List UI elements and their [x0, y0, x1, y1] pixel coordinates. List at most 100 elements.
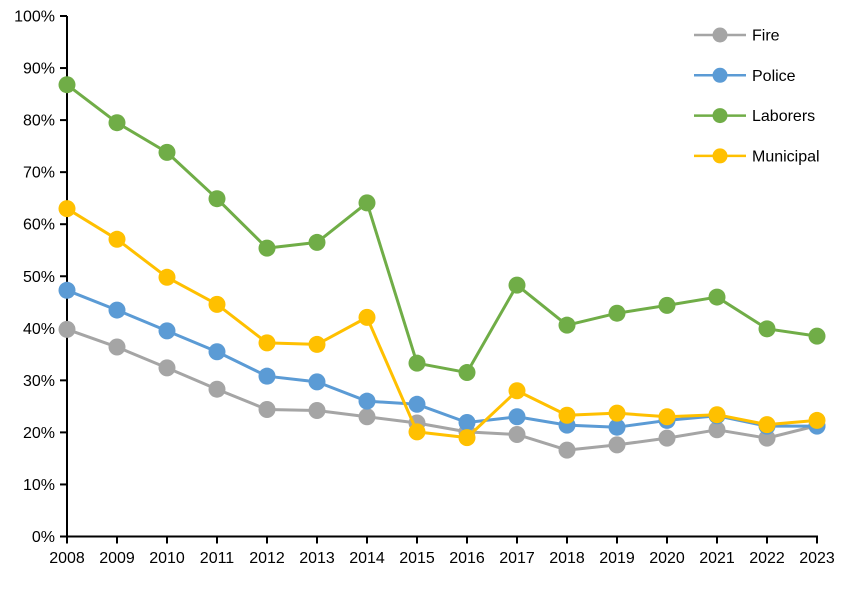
- legend-marker: [712, 148, 728, 164]
- x-tick-label: 2017: [499, 550, 535, 567]
- x-tick-label: 2021: [699, 550, 735, 567]
- legend-marker: [712, 108, 728, 124]
- y-tick-label: 60%: [23, 217, 55, 234]
- x-tick-label: 2016: [449, 550, 485, 567]
- legend: Fire Police Laborers Municipal: [694, 27, 820, 165]
- series-line: [65, 207, 819, 440]
- data-point: [158, 322, 176, 340]
- data-point: [408, 395, 426, 413]
- data-point: [458, 429, 476, 447]
- data-point: [608, 436, 626, 454]
- legend-item-fire: Fire: [694, 27, 780, 45]
- data-point: [108, 338, 126, 356]
- legend-marker: [712, 27, 728, 43]
- data-point: [308, 402, 326, 420]
- data-point: [808, 327, 826, 345]
- series-line: [65, 288, 819, 429]
- y-tick-label: 10%: [23, 477, 55, 494]
- y-tick-label: 100%: [14, 9, 55, 26]
- series-municipal: [58, 200, 826, 447]
- data-point: [708, 421, 726, 439]
- data-point: [508, 408, 526, 426]
- data-point: [308, 233, 326, 251]
- series-line: [65, 83, 819, 375]
- axes: 0% 10% 20% 30% 40% 50% 60% 70% 80% 90% 100% 2008 200…: [14, 9, 835, 568]
- y-tick-label: 20%: [23, 425, 55, 442]
- data-point: [158, 143, 176, 161]
- x-tick-label: 2008: [49, 550, 85, 567]
- data-point: [508, 276, 526, 294]
- y-tick-label: 30%: [23, 373, 55, 390]
- y-tick-label: 80%: [23, 113, 55, 130]
- data-point: [608, 404, 626, 422]
- legend-label: Fire: [752, 28, 780, 45]
- data-point: [358, 408, 376, 426]
- x-tick-label: 2022: [749, 550, 785, 567]
- data-point: [658, 296, 676, 314]
- data-point: [108, 301, 126, 319]
- data-point: [508, 425, 526, 443]
- data-point: [408, 354, 426, 372]
- data-point: [158, 268, 176, 286]
- data-point: [208, 343, 226, 361]
- legend-item-laborers: Laborers: [694, 108, 815, 125]
- y-tick-label: 0%: [32, 529, 55, 546]
- data-point: [108, 114, 126, 132]
- x-tick-label: 2013: [299, 550, 335, 567]
- y-tick-label: 50%: [23, 269, 55, 286]
- x-tick-label: 2011: [200, 550, 235, 567]
- data-point: [158, 359, 176, 377]
- data-point: [108, 230, 126, 248]
- data-point: [408, 423, 426, 441]
- data-point: [658, 408, 676, 426]
- legend-item-municipal: Municipal: [694, 148, 820, 165]
- data-point: [558, 406, 576, 424]
- data-point: [508, 382, 526, 400]
- data-point: [208, 380, 226, 398]
- data-point: [308, 373, 326, 391]
- data-point: [708, 288, 726, 306]
- legend-label: Police: [752, 68, 796, 85]
- x-tick-label: 2014: [349, 550, 385, 567]
- data-point: [608, 418, 626, 436]
- data-point: [258, 239, 276, 257]
- data-point: [458, 364, 476, 382]
- y-tick-label: 70%: [23, 165, 55, 182]
- x-tick-label: 2020: [649, 550, 685, 567]
- data-point: [58, 281, 76, 299]
- x-tick-label: 2023: [799, 550, 835, 567]
- data-point: [308, 335, 326, 353]
- legend-label: Laborers: [752, 108, 815, 125]
- data-point: [58, 200, 76, 218]
- data-point: [208, 190, 226, 208]
- data-point: [258, 367, 276, 385]
- data-point: [758, 416, 776, 434]
- data-point: [258, 400, 276, 418]
- data-point: [358, 308, 376, 326]
- legend-marker: [712, 67, 728, 83]
- data-point: [558, 316, 576, 334]
- data-point: [708, 406, 726, 424]
- x-tick-label: 2009: [99, 550, 135, 567]
- data-point: [558, 441, 576, 459]
- data-point: [258, 334, 276, 352]
- y-tick-label: 90%: [23, 61, 55, 78]
- data-point: [458, 414, 476, 432]
- legend-item-police: Police: [694, 67, 796, 85]
- data-point: [758, 320, 776, 338]
- data-point: [58, 76, 76, 94]
- x-tick-label: 2010: [149, 550, 185, 567]
- data-point: [358, 392, 376, 410]
- x-tick-label: 2015: [399, 550, 435, 567]
- data-point: [208, 295, 226, 313]
- data-point: [758, 429, 776, 447]
- x-tick-label: 2019: [599, 550, 635, 567]
- series-laborers: [58, 76, 826, 382]
- series-line: [65, 327, 819, 452]
- data-point: [58, 320, 76, 338]
- x-tick-label: 2018: [549, 550, 585, 567]
- y-tick-label: 40%: [23, 321, 55, 338]
- data-point: [608, 304, 626, 322]
